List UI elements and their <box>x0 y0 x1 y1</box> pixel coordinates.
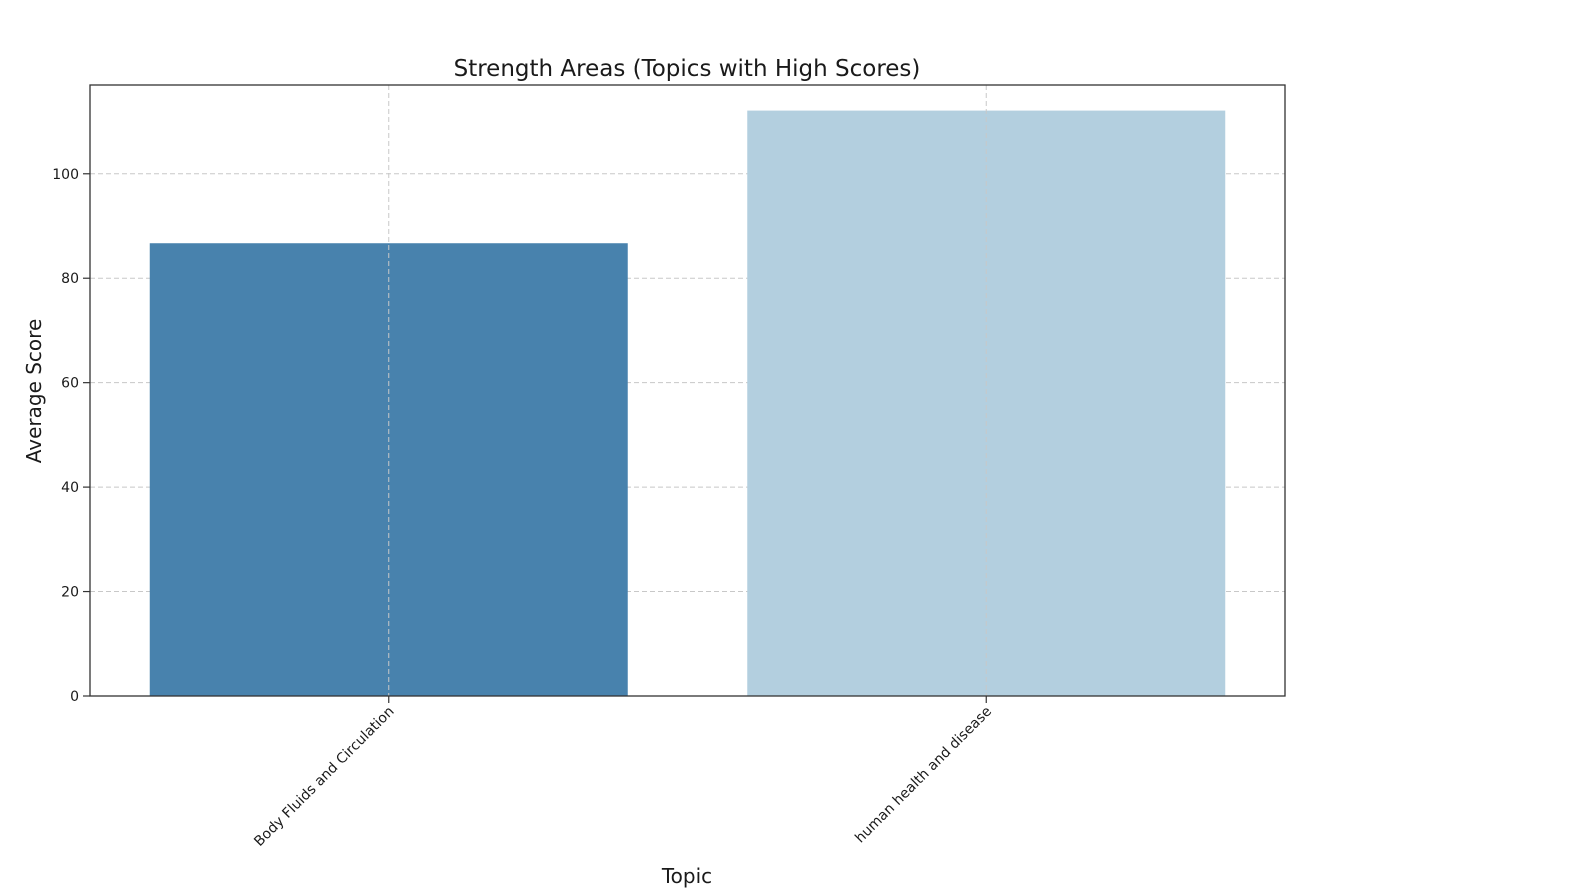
y-tick-label: 0 <box>70 689 79 705</box>
y-tick-label: 80 <box>61 271 79 287</box>
y-tick-label: 20 <box>61 585 79 601</box>
y-tick-label: 40 <box>61 480 79 496</box>
y-axis-label: Average Score <box>22 319 46 464</box>
x-axis: Body Fluids and Circulation human health … <box>251 696 995 850</box>
chart-title: Strength Areas (Topics with High Scores) <box>454 56 921 82</box>
x-tick-label: Body Fluids and Circulation <box>251 704 397 850</box>
vertical-grid-layer <box>388 85 987 696</box>
y-axis: 0 20 40 60 80 100 <box>52 167 90 705</box>
x-tick-label: human health and disease <box>852 704 995 847</box>
x-axis-label: Topic <box>661 864 712 888</box>
plot-frame <box>89 84 1286 697</box>
y-tick-label: 60 <box>61 376 79 392</box>
y-tick-label: 100 <box>52 167 79 183</box>
bars-layer <box>149 110 1226 697</box>
